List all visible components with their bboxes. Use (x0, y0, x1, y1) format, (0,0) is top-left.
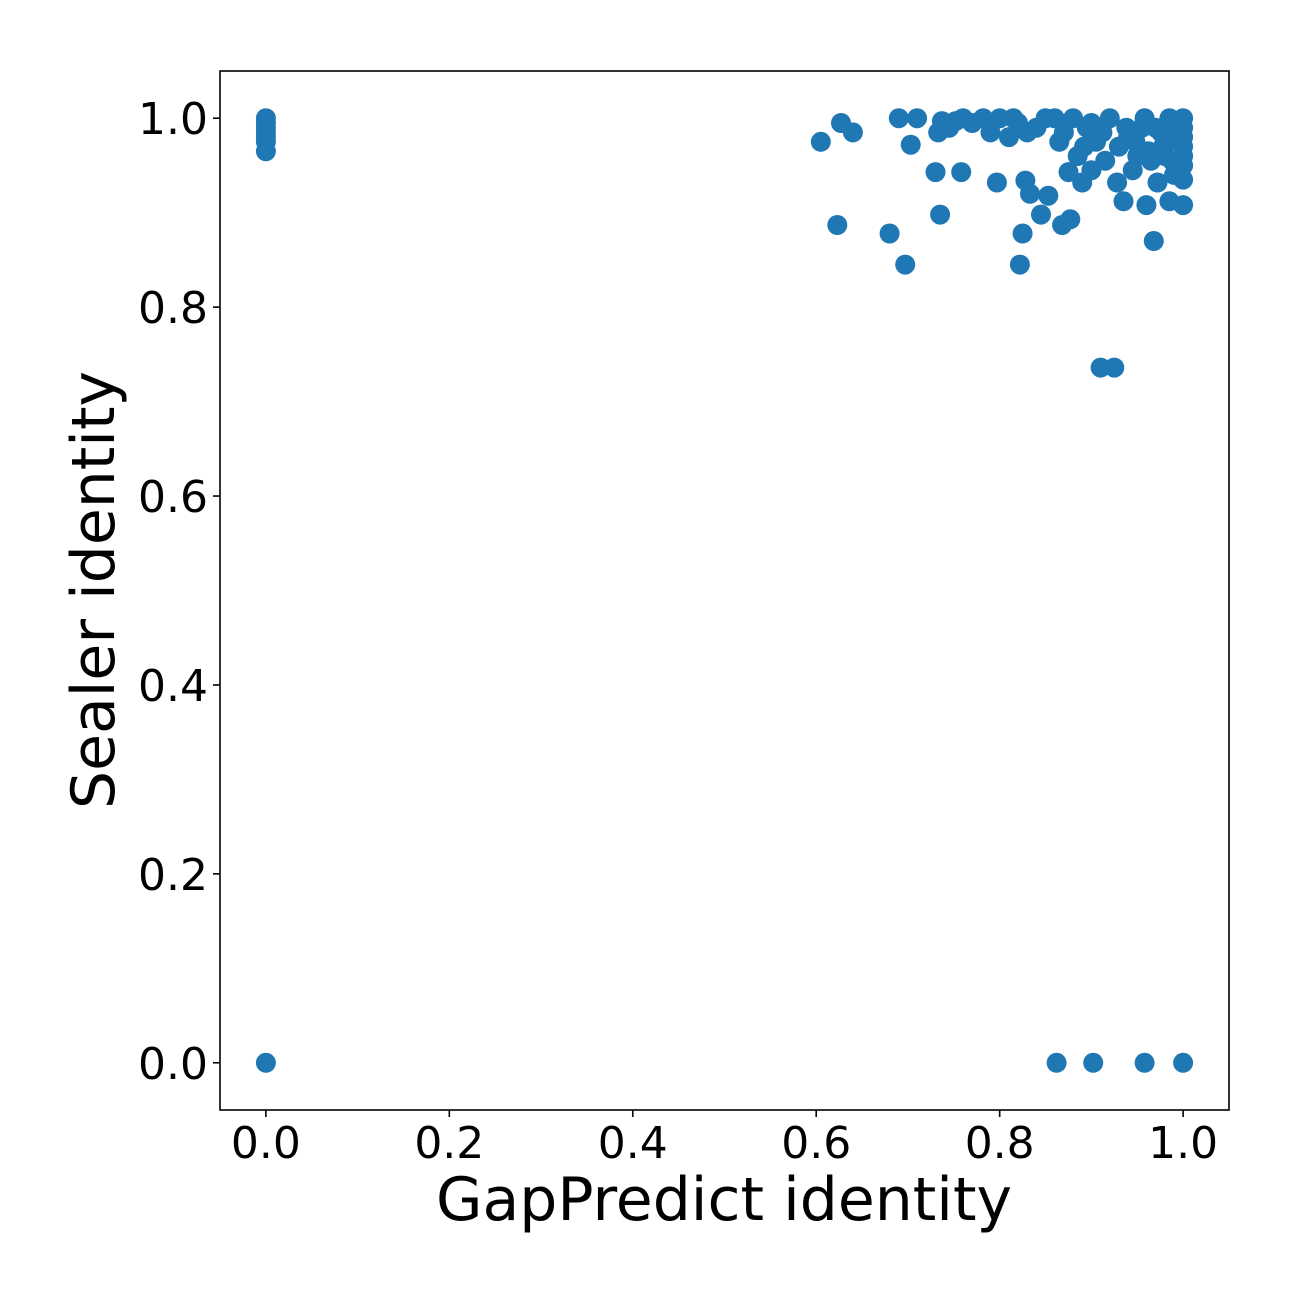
data-point (1060, 209, 1081, 230)
x-tick-label: 0.0 (231, 1118, 301, 1169)
data-point (1083, 1052, 1104, 1073)
data-point (1009, 254, 1030, 275)
x-tick-label: 0.2 (414, 1118, 484, 1169)
data-point (810, 131, 831, 152)
data-point (1012, 223, 1033, 244)
x-tick-label: 0.6 (781, 1118, 851, 1169)
data-point (1058, 162, 1079, 183)
data-point (255, 141, 276, 162)
data-point (1147, 172, 1168, 193)
data-point (1038, 185, 1059, 206)
data-point (1173, 1052, 1194, 1073)
y-tick-label: 0.2 (138, 850, 208, 901)
y-tick-label: 0.6 (138, 472, 208, 523)
data-point (1008, 113, 1028, 133)
data-point (907, 108, 928, 129)
data-point (842, 122, 863, 143)
data-point (1107, 172, 1128, 193)
data-point (879, 223, 900, 244)
data-point (986, 172, 1007, 193)
data-point (1053, 122, 1074, 143)
data-point (989, 108, 1010, 129)
data-point (1104, 357, 1125, 378)
data-point (1046, 1052, 1067, 1073)
data-point (1063, 108, 1084, 129)
data-point (1108, 136, 1129, 157)
data-point (1134, 1052, 1155, 1073)
data-point (895, 254, 916, 275)
data-point (1095, 150, 1116, 171)
data-point (1099, 108, 1120, 129)
plot-frame (219, 70, 1230, 1111)
y-axis: 0.0 0.2 0.4 0.6 0.8 1.0 (138, 94, 220, 1090)
data-point (888, 108, 909, 129)
data-point (925, 162, 946, 183)
y-tick-label: 0.8 (138, 283, 208, 334)
data-point (951, 162, 972, 183)
y-tick-label: 0.4 (138, 661, 208, 712)
x-tick-label: 0.8 (965, 1118, 1035, 1169)
x-axis: 0.0 0.2 0.4 0.6 0.8 1.0 (231, 1110, 1218, 1169)
data-point (1173, 195, 1194, 216)
y-axis-label: Sealer identity (59, 371, 129, 809)
y-tick-label: 0.0 (138, 1039, 208, 1090)
data-point (1020, 183, 1040, 204)
data-point (1074, 136, 1095, 157)
x-tick-label: 0.4 (598, 1118, 668, 1169)
data-point (1169, 160, 1190, 181)
data-point (1090, 357, 1111, 378)
points-layer (255, 108, 1194, 1073)
data-point (827, 215, 848, 235)
data-point (1113, 191, 1134, 212)
data-point (1143, 231, 1164, 251)
data-point (1165, 122, 1186, 143)
x-axis-label: GapPredict identity (436, 1165, 1012, 1235)
data-point (1031, 204, 1051, 225)
data-point (1136, 195, 1157, 216)
data-point (1035, 108, 1056, 129)
data-point (255, 1052, 276, 1073)
data-point (930, 204, 951, 225)
data-point (980, 122, 1001, 143)
y-tick-label: 1.0 (138, 94, 208, 145)
x-tick-label: 1.0 (1148, 1118, 1218, 1169)
data-point (900, 134, 921, 155)
